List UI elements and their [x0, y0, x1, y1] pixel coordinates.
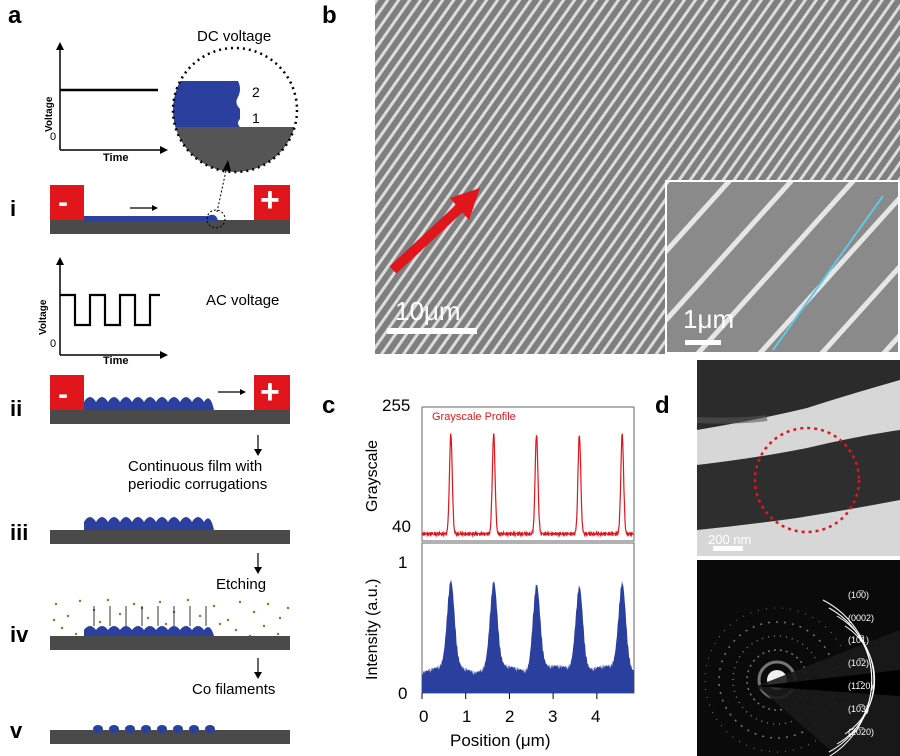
step-ii-label: ii: [10, 396, 23, 421]
top-ytick-255: 255: [382, 396, 411, 415]
ac-ylabel: Voltage: [38, 299, 49, 335]
xtick-1: 1: [462, 707, 472, 726]
direction-arrow: [389, 201, 467, 274]
ring-label-2020: (20̅20): [848, 727, 875, 737]
xtick-3: 3: [548, 707, 558, 726]
dc-zero: 0: [50, 131, 57, 143]
ring-label-1012: (10̅2): [848, 658, 870, 668]
ac-xlabel: Time: [103, 355, 129, 367]
dc-voltage-title: DC voltage: [197, 28, 272, 45]
etch-arrows: [93, 606, 207, 626]
note-etching: Etching: [216, 576, 267, 593]
step-ii-plus: +: [260, 373, 280, 411]
ac-zero: 0: [50, 338, 57, 350]
top-plot-frame: [421, 406, 635, 542]
inset-scalebar-label: 1μm: [683, 304, 735, 334]
note-continuous-film-line2: periodic corrugations: [128, 476, 268, 493]
step-i-plus: +: [260, 181, 280, 219]
note-co-filaments: Co filaments: [192, 681, 276, 698]
step-i-label: i: [10, 196, 17, 221]
profile-line: [772, 195, 884, 351]
ac-voltage-plot: [56, 257, 168, 359]
zoom-connector: [216, 160, 231, 213]
bottom-ytick-1: 1: [398, 553, 408, 572]
x-axis-label: Position (μm): [450, 731, 551, 750]
dc-ylabel: Voltage: [44, 96, 55, 132]
legend-grayscale: Grayscale Profile: [432, 411, 516, 423]
profile-charts: [421, 406, 635, 699]
ring-label-1011: (10̅1): [848, 635, 870, 645]
note-continuous-film-line1: Continuous film with: [128, 458, 263, 475]
top-ylabel: Grayscale: [364, 439, 381, 512]
down-arrow-3: [254, 658, 262, 679]
step-iv-label: iv: [10, 622, 29, 647]
diffraction-pattern: [697, 560, 900, 756]
step-iii-label: iii: [10, 520, 29, 545]
panel-label-b: b: [322, 2, 337, 29]
step-ii-diagram: [50, 375, 290, 424]
step-iv-diagram: [50, 598, 290, 650]
etchant-particles: [52, 598, 290, 638]
panel-label-d: d: [655, 392, 670, 419]
ring-label-0002: (0002): [848, 613, 875, 623]
zoom-circle: [171, 46, 299, 174]
down-arrow-1: [254, 435, 262, 456]
step-i-minus: -: [58, 186, 68, 219]
selected-area-circle: [753, 426, 861, 534]
sem-inset: [665, 180, 900, 354]
step-v-label: v: [10, 718, 23, 743]
tem-image: [697, 360, 900, 556]
dc-voltage-plot: [56, 42, 168, 154]
top-ytick-40: 40: [392, 517, 411, 536]
panel-label-a: a: [8, 2, 22, 29]
down-arrow-2: [254, 553, 262, 574]
step-ii-minus: -: [58, 378, 68, 411]
tem-scalebar-label: 200 nm: [708, 532, 752, 547]
ring-label-1013: (10̅3): [848, 704, 870, 714]
panel-label-c: c: [322, 392, 336, 419]
zoom-label-2: 2: [252, 84, 260, 100]
zoom-label-1: 1: [252, 110, 260, 126]
xtick-4: 4: [591, 707, 601, 726]
xtick-0: 0: [419, 707, 429, 726]
xtick-2: 2: [505, 707, 515, 726]
step-i-diagram: [50, 185, 290, 234]
step-v-diagram: [50, 725, 290, 744]
sem-scalebar-label: 10μm: [395, 296, 461, 326]
ac-voltage-title: AC voltage: [206, 292, 280, 309]
dc-xlabel: Time: [103, 152, 129, 164]
ac-voltage-trace: [60, 293, 160, 327]
intensity-series: [422, 579, 634, 693]
ring-label-1010: (10̅0): [848, 590, 870, 600]
step-iii-diagram: [50, 517, 290, 544]
x-ticks: [421, 693, 598, 699]
ring-label-1120: (11̅20): [848, 681, 874, 691]
grayscale-series: [421, 433, 635, 538]
bottom-ytick-0: 0: [398, 684, 408, 703]
bottom-ylabel: Intensity (a.u.): [364, 578, 381, 680]
